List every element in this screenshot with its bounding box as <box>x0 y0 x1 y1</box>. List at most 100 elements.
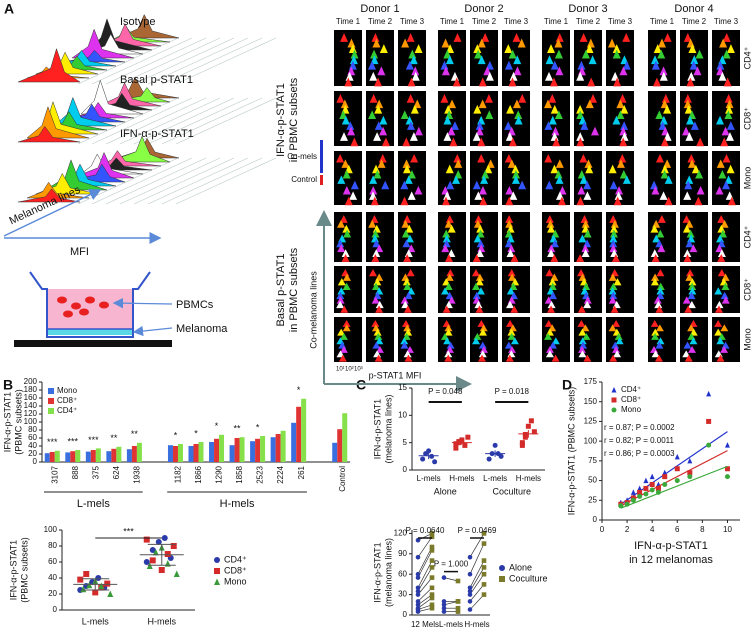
bar <box>111 448 117 462</box>
histogram-peak <box>89 92 153 111</box>
histogram-peak <box>473 333 482 340</box>
bar <box>342 413 348 462</box>
histogram-peak <box>336 94 345 103</box>
legend-swatch <box>320 140 323 173</box>
histogram-peak <box>612 115 621 125</box>
histogram-peak <box>505 186 514 195</box>
histogram-peak <box>717 254 726 262</box>
histogram-peak <box>613 350 622 358</box>
histogram-peak <box>715 244 724 253</box>
histogram-peak <box>508 137 517 147</box>
bar <box>188 446 194 462</box>
rotated-label: CD4⁺ <box>742 46 752 69</box>
pair-line <box>417 567 433 592</box>
x-tick-label: 4 <box>650 525 655 534</box>
histogram-peak <box>609 234 618 243</box>
histogram-peak <box>514 110 523 120</box>
histogram-peak <box>608 324 617 332</box>
histogram-peak <box>336 239 345 248</box>
histogram-peak <box>578 328 587 336</box>
pointer <box>132 325 173 337</box>
histogram-peak <box>373 170 382 179</box>
point <box>149 547 156 553</box>
histogram-peak <box>585 164 594 174</box>
histogram-peak <box>694 196 703 206</box>
histogram-peak <box>510 254 519 262</box>
y-tick-label: 120 <box>394 529 408 538</box>
histogram-peak <box>608 296 617 304</box>
label: p-STAT1 MFI <box>369 370 422 380</box>
point <box>462 442 468 448</box>
histogram-peak <box>683 191 692 200</box>
histogram-peak <box>656 269 665 277</box>
histogram-peak <box>722 180 731 190</box>
histogram-peak <box>477 55 486 65</box>
plane-grid <box>175 157 277 205</box>
point <box>429 575 435 580</box>
histogram-peak <box>505 132 514 141</box>
point <box>662 469 668 476</box>
histogram-peak <box>715 186 724 195</box>
histogram-peak <box>474 49 483 59</box>
histogram-peak <box>404 354 413 362</box>
bar <box>255 438 261 462</box>
histogram-peak <box>557 196 566 206</box>
histogram-peak <box>552 137 561 147</box>
point <box>83 571 90 577</box>
y-tick-label: 60 <box>28 433 37 442</box>
point <box>519 440 525 446</box>
bar <box>337 429 343 462</box>
point <box>674 453 680 460</box>
point <box>687 474 693 480</box>
histogram-peak <box>554 49 563 59</box>
histogram-peak <box>506 104 515 114</box>
histogram-peak <box>583 354 592 362</box>
histogram-peak <box>476 229 485 238</box>
histogram-peak <box>349 55 358 65</box>
histogram-peak <box>654 300 663 309</box>
point <box>674 478 680 484</box>
histogram-peak <box>375 99 384 109</box>
histogram-peak <box>583 191 592 200</box>
point <box>459 437 465 443</box>
point <box>674 466 680 472</box>
histogram-peak <box>685 175 694 184</box>
histogram-peak <box>350 49 359 59</box>
histogram-peak <box>443 115 452 125</box>
x-tick-label: 1182 <box>174 465 183 483</box>
histogram-peak <box>687 154 696 163</box>
histogram-peak <box>650 278 659 286</box>
histogram-peak <box>444 104 453 114</box>
point <box>649 473 655 480</box>
histogram-peak <box>442 305 451 313</box>
histogram-peak <box>581 49 590 59</box>
histogram-peak <box>445 215 454 223</box>
histogram-peak <box>371 229 380 238</box>
histogram-peak <box>660 164 669 174</box>
histogram-peak <box>485 110 494 120</box>
histogram-peak <box>726 121 735 130</box>
point <box>637 489 643 495</box>
histogram-peak <box>71 28 135 59</box>
histogram-peak <box>657 49 666 59</box>
bar <box>301 398 307 462</box>
point <box>429 585 435 591</box>
histogram-peak <box>375 244 384 253</box>
histogram-peak <box>684 305 693 313</box>
histogram-peak <box>474 215 483 223</box>
histogram-peak <box>403 350 412 358</box>
histogram-peak <box>405 224 414 233</box>
point <box>455 609 461 614</box>
histogram-peak <box>514 115 523 125</box>
histogram-peak <box>545 346 554 353</box>
label: IFN-α-p-STAT1 <box>120 128 194 140</box>
histogram-peak <box>577 305 586 313</box>
y-tick-label: 10 <box>398 410 407 419</box>
histogram-peak <box>443 132 452 141</box>
pair-line <box>417 533 433 541</box>
point <box>455 605 461 611</box>
histogram-peak <box>446 180 455 190</box>
x-axis-label: in 12 melanomas <box>629 554 713 566</box>
point <box>467 588 473 594</box>
histogram-peak <box>343 229 352 238</box>
